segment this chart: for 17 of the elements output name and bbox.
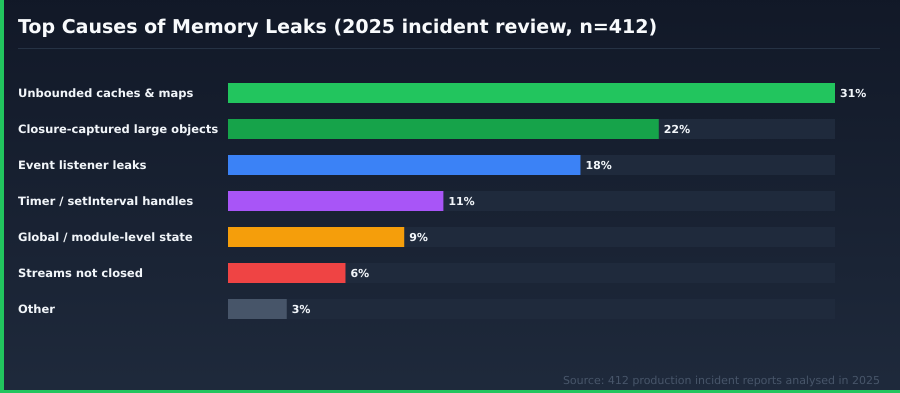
y-tick-label: Streams not closed [18, 266, 143, 280]
y-tick-label: Unbounded caches & maps [18, 86, 194, 100]
bar [228, 299, 287, 319]
y-tick-label: Event listener leaks [18, 158, 147, 172]
y-tick-label: Other [18, 302, 56, 316]
data-label: 18% [585, 158, 612, 172]
data-label: 9% [409, 230, 428, 244]
data-label: 6% [350, 266, 370, 280]
data-label: 22% [664, 122, 690, 136]
data-label: 11% [448, 194, 475, 208]
data-label: 31% [840, 86, 866, 100]
data-label: 3% [292, 302, 310, 316]
bar [228, 263, 346, 283]
chart-title: Top Causes of Memory Leaks (2025 incident review, n=412) [18, 16, 880, 49]
y-tick-label: Timer / setInterval handles [18, 194, 194, 208]
y-tick-label: Global / module-level state [18, 230, 193, 244]
y-tick-label: Closure-captured large objects [18, 122, 218, 136]
